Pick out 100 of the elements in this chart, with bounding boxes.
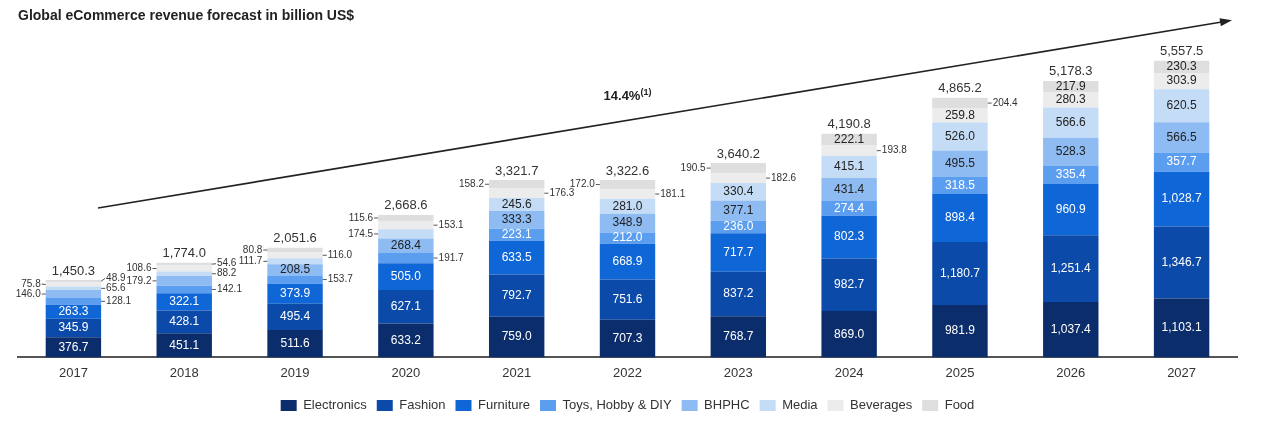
data-label: 1,346.7 <box>1161 254 1202 269</box>
data-label: 869.0 <box>834 326 865 341</box>
data-label: 65.6 <box>106 282 127 294</box>
bar <box>932 241 988 305</box>
bar <box>599 319 656 358</box>
bar <box>710 316 767 358</box>
x-tick-label: 2024 <box>834 364 864 380</box>
bar <box>599 189 656 199</box>
data-label: 204.4 <box>992 96 1019 108</box>
bar <box>156 276 212 286</box>
data-label: 245.6 <box>501 196 533 211</box>
x-tick-label: 2017 <box>58 364 88 380</box>
x-tick-label: 2020 <box>391 364 421 380</box>
data-label: 280.3 <box>1055 92 1087 107</box>
bar <box>378 263 434 291</box>
bar <box>267 330 323 358</box>
data-label: 759.0 <box>501 329 533 344</box>
bar <box>267 258 323 265</box>
x-tick-label: 2021 <box>502 364 532 380</box>
data-label: 54.6 <box>216 257 237 269</box>
legend-label: Food <box>944 397 975 413</box>
bar <box>488 316 545 358</box>
data-label: 153.7 <box>327 273 354 285</box>
total-label: 2,051.6 <box>273 230 317 246</box>
data-label: 528.3 <box>1055 144 1087 159</box>
data-label: 181.1 <box>660 187 686 199</box>
bar <box>710 163 767 174</box>
data-label: 982.7 <box>834 277 865 292</box>
bar <box>1153 122 1210 153</box>
bar <box>821 258 877 311</box>
x-tick-label: 2026 <box>1056 364 1086 380</box>
bar <box>599 243 656 280</box>
bar <box>599 279 656 320</box>
data-label: 128.1 <box>106 295 132 307</box>
total-label: 1,450.3 <box>51 262 96 278</box>
bar <box>488 180 545 189</box>
data-label: 376.7 <box>58 339 89 354</box>
bar <box>378 252 434 264</box>
x-tick-label: 2027 <box>1167 364 1197 380</box>
data-label: 511.6 <box>280 336 310 351</box>
data-label: 668.9 <box>612 253 643 268</box>
data-label: 146.0 <box>15 287 42 299</box>
total-label: 2,668.6 <box>384 197 428 213</box>
bar <box>378 221 434 230</box>
bar <box>267 247 323 253</box>
bar <box>710 233 767 272</box>
data-label: 153.1 <box>438 218 465 230</box>
bar <box>378 290 434 324</box>
data-label: 377.1 <box>723 202 754 217</box>
data-label: 230.3 <box>1166 59 1197 74</box>
data-label: 335.4 <box>1055 167 1087 182</box>
data-label: 415.1 <box>834 159 865 174</box>
data-label: 1,028.7 <box>1161 191 1202 206</box>
data-label: 268.4 <box>390 238 422 253</box>
data-label: 1,037.4 <box>1050 322 1092 337</box>
legend-label: Media <box>782 397 819 413</box>
data-label: 223.1 <box>501 227 533 242</box>
x-tick-label: 2019 <box>280 364 310 380</box>
data-label: 80.8 <box>242 243 263 255</box>
data-label: 182.6 <box>771 171 797 183</box>
x-tick-label: 2022 <box>613 364 642 380</box>
data-label: 981.9 <box>944 323 976 338</box>
data-label: 566.6 <box>1055 114 1087 129</box>
data-label: 303.9 <box>1166 73 1197 88</box>
bar <box>488 240 545 275</box>
data-label: 348.9 <box>612 215 643 230</box>
data-label: 116.0 <box>327 249 353 261</box>
bar <box>378 323 434 358</box>
data-label: 222.1 <box>834 131 865 146</box>
total-label: 3,321.7 <box>494 162 539 178</box>
total-label: 5,178.3 <box>1049 63 1093 79</box>
data-label: 633.5 <box>501 249 533 264</box>
data-label: 345.9 <box>58 320 89 335</box>
data-label: 174.5 <box>348 227 374 239</box>
data-label: 495.5 <box>944 156 976 171</box>
data-label: 88.2 <box>216 267 237 279</box>
data-label: 357.7 <box>1166 154 1197 169</box>
data-label: 212.0 <box>612 230 643 245</box>
bar <box>267 275 323 284</box>
bar <box>1153 89 1210 123</box>
bar <box>378 229 434 239</box>
bar <box>1153 226 1210 299</box>
bar <box>932 150 988 177</box>
data-label: 428.1 <box>169 314 200 329</box>
data-label: 318.5 <box>944 177 976 192</box>
bar <box>1153 171 1210 227</box>
data-label: 108.6 <box>126 262 152 274</box>
bar <box>1153 298 1210 358</box>
bar <box>156 271 212 277</box>
x-tick-label: 2023 <box>723 364 753 380</box>
total-label: 5,557.5 <box>1159 43 1204 59</box>
data-label: 751.6 <box>612 291 643 306</box>
legend-label: Fashion <box>399 397 446 413</box>
bar <box>710 173 767 183</box>
total-label: 3,640.2 <box>716 145 761 161</box>
bar <box>378 214 434 222</box>
data-label: 566.5 <box>1166 129 1197 144</box>
data-label: 620.5 <box>1166 98 1197 113</box>
data-label: 48.9 <box>106 272 127 284</box>
bar <box>821 215 877 259</box>
